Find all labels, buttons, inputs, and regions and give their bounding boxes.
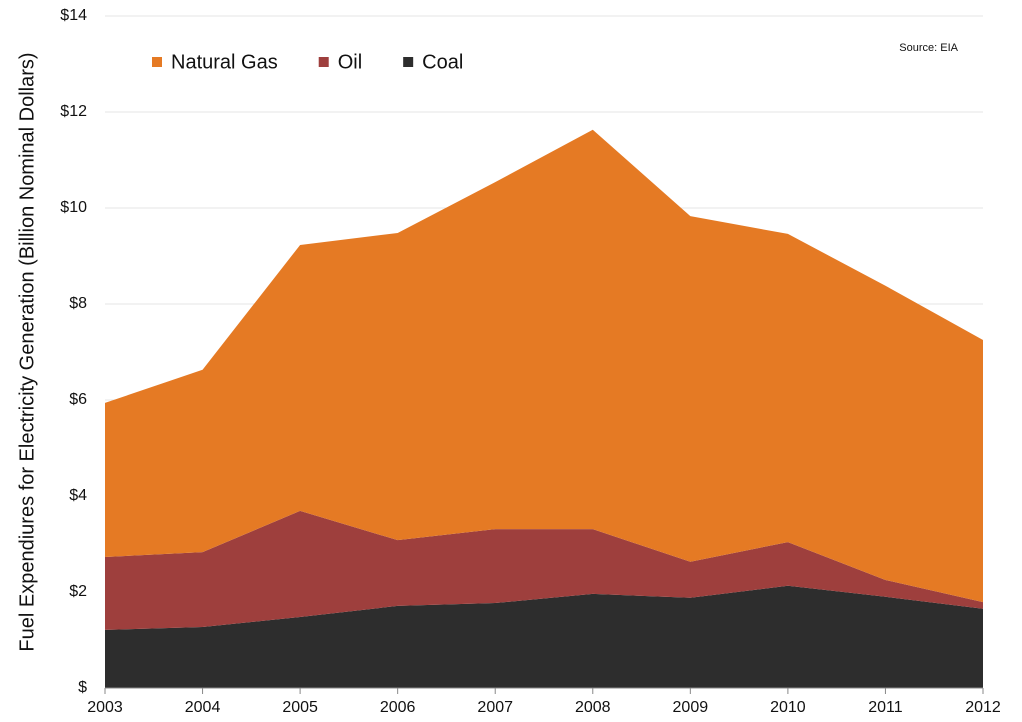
x-tick-label: 2003 xyxy=(87,699,123,716)
x-tick-label: 2004 xyxy=(185,699,221,716)
legend-label: Coal xyxy=(422,51,463,73)
legend-swatch xyxy=(403,57,414,67)
area xyxy=(105,585,983,688)
y-tick-label: $2 xyxy=(69,583,87,600)
x-tick-label: 2011 xyxy=(868,699,903,716)
x-tick-label: 2008 xyxy=(575,699,611,716)
x-tick-label: 2010 xyxy=(770,699,806,716)
y-tick-label: $ xyxy=(78,679,87,696)
y-axis-label: Fuel Expendiures for Electricity Generat… xyxy=(16,52,38,651)
annotation: Source: EIA xyxy=(899,42,958,54)
area xyxy=(105,510,983,630)
legend-swatch xyxy=(318,57,329,67)
legend-label: Natural Gas xyxy=(171,51,278,73)
y-tick-label: $10 xyxy=(60,199,87,216)
x-tick-label: 2012 xyxy=(965,699,1001,716)
x-tick-label: 2007 xyxy=(477,699,513,716)
x-tick-label: 2006 xyxy=(380,699,416,716)
y-tick-label: $4 xyxy=(69,487,87,504)
y-tick-label: $8 xyxy=(69,295,87,312)
legend-swatch xyxy=(152,57,162,67)
y-tick-label: $14 xyxy=(60,7,87,24)
area xyxy=(105,129,983,603)
x-tick-label: 2009 xyxy=(673,699,709,716)
x-tick-label: 2005 xyxy=(282,699,318,716)
y-tick-label: $12 xyxy=(60,103,87,120)
legend-label: Oil xyxy=(338,51,362,73)
y-tick-label: $6 xyxy=(69,391,87,408)
